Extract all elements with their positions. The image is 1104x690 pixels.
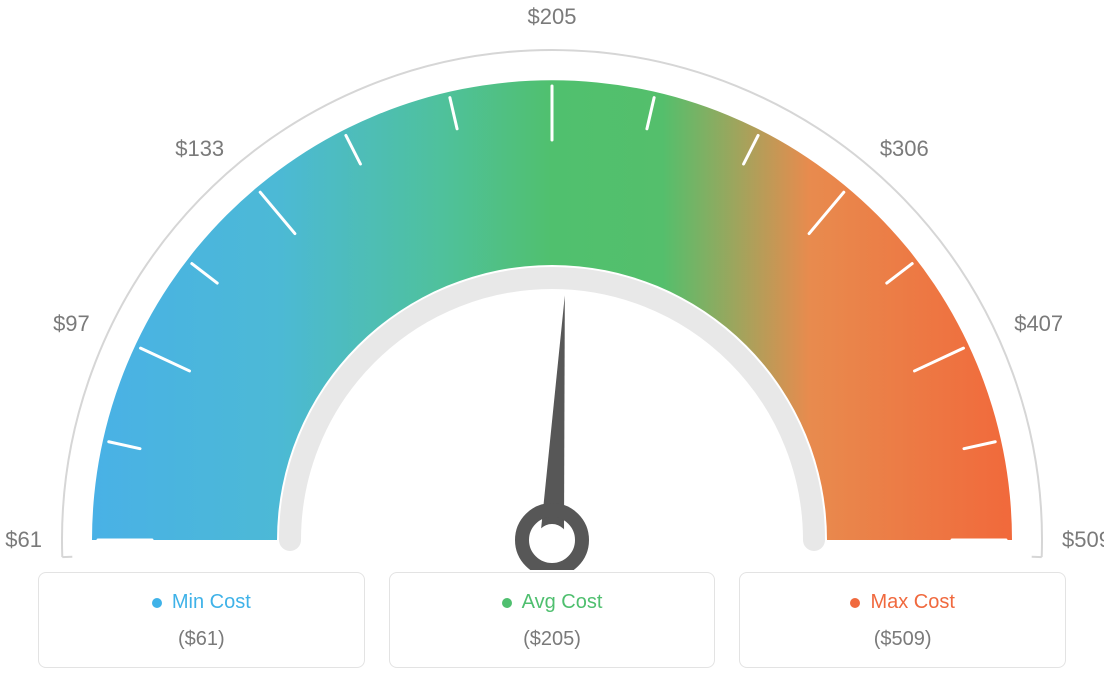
chart-container: $61 $97 $133 $205 $306 $407 $509 Min Cost ($61… xyxy=(0,0,1104,690)
gauge-tick-label: $97 xyxy=(53,311,90,337)
legend-title-avg-text: Avg Cost xyxy=(522,591,603,614)
legend-card-min: Min Cost ($61) xyxy=(38,572,365,668)
legend-value-max: ($509) xyxy=(750,628,1055,651)
gauge-tick-label: $133 xyxy=(175,136,224,162)
gauge-tick-label: $205 xyxy=(528,4,577,30)
gauge-tick-label: $306 xyxy=(880,136,929,162)
legend-dot-avg xyxy=(502,598,512,608)
gauge-tick-label: $509 xyxy=(1062,527,1104,553)
legend-title-max: Max Cost xyxy=(850,591,954,614)
legend-card-max: Max Cost ($509) xyxy=(739,572,1066,668)
legend-value-min: ($61) xyxy=(49,628,354,651)
legend-row: Min Cost ($61) Avg Cost ($205) Max Cost … xyxy=(38,572,1066,668)
legend-title-avg: Avg Cost xyxy=(502,591,603,614)
legend-value-avg: ($205) xyxy=(400,628,705,651)
gauge-tick-label: $407 xyxy=(1014,311,1063,337)
legend-dot-max xyxy=(850,598,860,608)
legend-dot-min xyxy=(152,598,162,608)
gauge-svg xyxy=(0,0,1104,570)
gauge: $61 $97 $133 $205 $306 $407 $509 xyxy=(0,0,1104,570)
legend-title-max-text: Max Cost xyxy=(870,591,954,614)
legend-title-min: Min Cost xyxy=(152,591,251,614)
legend-card-avg: Avg Cost ($205) xyxy=(389,572,716,668)
legend-title-min-text: Min Cost xyxy=(172,591,251,614)
gauge-tick-label: $61 xyxy=(5,527,42,553)
